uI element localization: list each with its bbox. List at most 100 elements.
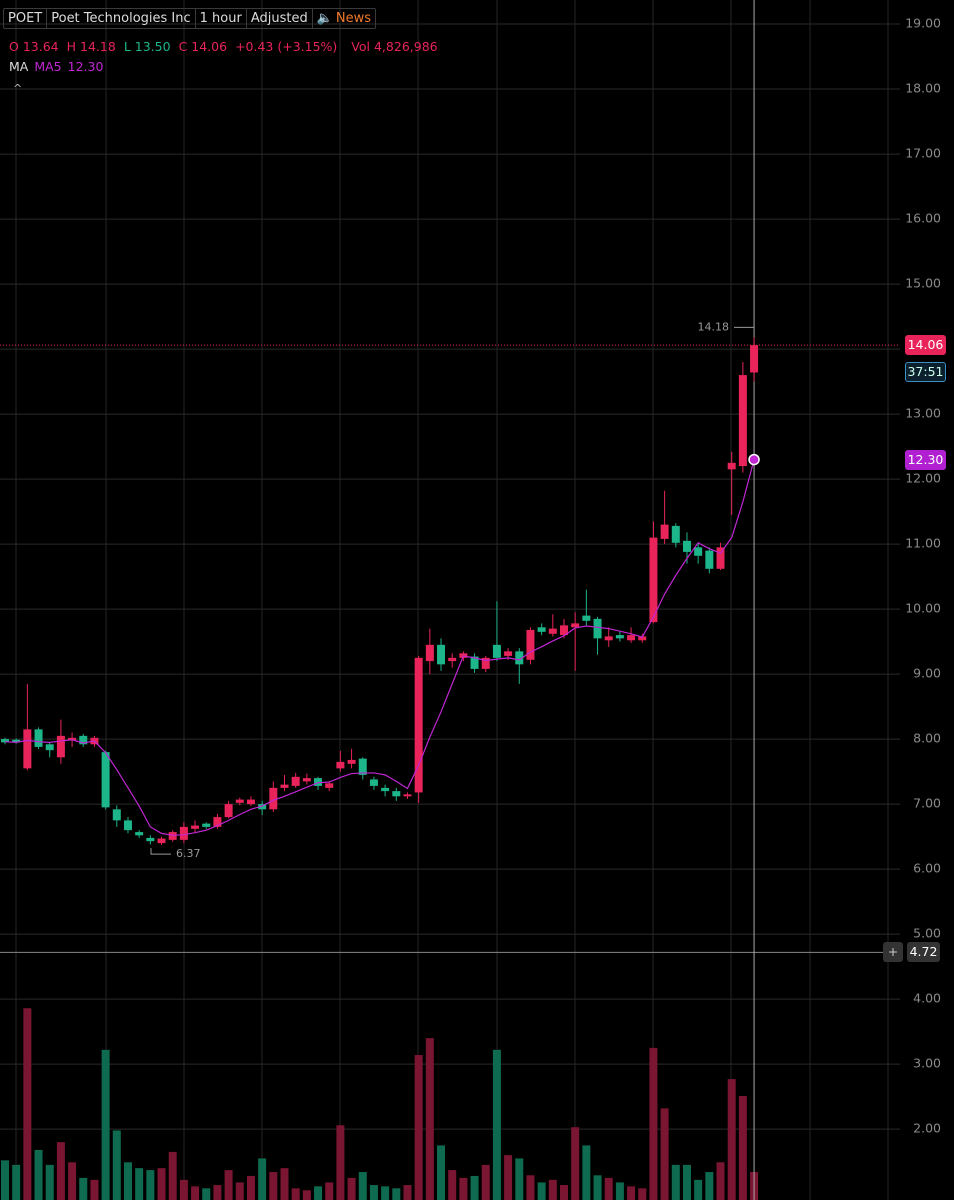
candle-body — [258, 804, 267, 810]
volume-bar — [694, 1179, 703, 1200]
volume-bar — [716, 1162, 725, 1200]
candle-body — [414, 657, 423, 793]
y-tick-label: 16.00 — [905, 211, 941, 226]
candle-body — [671, 525, 680, 543]
y-tick-label: 18.00 — [905, 81, 941, 96]
interval[interactable]: 1 hour — [196, 9, 247, 28]
volume-bar — [682, 1164, 691, 1200]
candle-body — [191, 825, 200, 829]
y-tick-label: 3.00 — [913, 1056, 941, 1071]
label: Vol — [351, 39, 370, 54]
candle-body — [604, 636, 613, 641]
candle-body — [101, 752, 110, 808]
candle-body — [638, 636, 647, 641]
y-tick-label: 2.00 — [913, 1121, 941, 1136]
volume-bar — [302, 1190, 311, 1200]
indicator[interactable]: MA — [9, 59, 29, 74]
candle-body — [280, 784, 289, 788]
candle-body — [146, 837, 155, 842]
candle-body — [68, 737, 77, 741]
volume-bar — [593, 1175, 602, 1200]
candle-body — [224, 804, 233, 818]
volume-bar — [604, 1177, 613, 1200]
candle-body — [302, 778, 311, 782]
ma-value: 12.30 — [67, 59, 104, 74]
toolbar: POET Poet Technologies Inc 1 hour Adjust… — [3, 8, 377, 29]
candle-body — [168, 832, 177, 840]
candle-body — [369, 779, 378, 786]
change: +0.43 (+3.15%) — [235, 39, 338, 54]
volume-bar — [738, 1095, 747, 1200]
candle-body — [615, 635, 624, 639]
volume-bar — [68, 1162, 77, 1200]
candle-body — [492, 644, 501, 658]
candle-body — [481, 657, 490, 669]
volume-bar — [548, 1179, 557, 1200]
volume-bar — [492, 1049, 501, 1200]
volume-bar — [291, 1188, 300, 1200]
volume-bar — [347, 1177, 356, 1200]
candle-body — [560, 625, 568, 636]
adjusted[interactable]: Adjusted — [247, 9, 313, 28]
news[interactable]: 🔈 News — [316, 11, 372, 26]
label: C — [178, 39, 188, 54]
volume-bar — [56, 1142, 65, 1200]
candle-body — [1, 739, 9, 743]
candle-body — [705, 550, 714, 569]
add-button[interactable]: + — [883, 942, 903, 963]
volume-bar — [336, 1125, 345, 1200]
volume-bar — [537, 1182, 546, 1200]
candle-body — [649, 537, 658, 623]
volume-bar — [381, 1186, 390, 1200]
candle-body — [470, 656, 479, 669]
y-tick-label: 17.00 — [905, 146, 941, 161]
volume-bar — [12, 1164, 21, 1200]
candle-body — [179, 826, 188, 840]
volume-bar — [369, 1185, 378, 1200]
volume-bar — [191, 1186, 200, 1200]
candle-body — [123, 820, 132, 831]
candle-body — [682, 540, 691, 552]
low-marker — [150, 848, 171, 855]
volume-bar — [392, 1188, 401, 1200]
candle-body — [750, 345, 759, 373]
y-tick-label: 7.00 — [913, 796, 941, 811]
candle-body — [358, 758, 367, 775]
y-tick-label: 10.00 — [905, 601, 941, 616]
candle-body — [392, 791, 401, 797]
volume-bar — [325, 1182, 334, 1200]
volume-bar — [425, 1038, 434, 1200]
candle-body — [34, 729, 43, 747]
volume-bar — [582, 1145, 591, 1200]
y-tick-label: 4.00 — [913, 991, 941, 1006]
indicator-info: MA MA5 12.30 — [9, 59, 103, 74]
candle-body — [246, 799, 255, 805]
ma-line — [4, 459, 755, 836]
news-label[interactable]: News — [335, 11, 372, 26]
label: H — [66, 39, 77, 54]
candle-body — [135, 832, 144, 836]
high-label: 14.18 — [698, 320, 730, 333]
volume-bar — [437, 1145, 446, 1200]
volume-bar — [448, 1170, 457, 1200]
candle-body — [582, 615, 591, 621]
y-tick-label: 9.00 — [913, 666, 941, 681]
volume-bar — [280, 1168, 289, 1200]
last-price-badge: 14.06 — [905, 335, 946, 356]
candle-body — [727, 462, 736, 470]
volume-bar — [157, 1168, 166, 1200]
candle-body — [425, 644, 434, 662]
y-tick-label: 13.00 — [905, 406, 941, 421]
volume-bar — [470, 1175, 479, 1200]
volume-bar — [202, 1188, 211, 1200]
symbol[interactable]: POET — [4, 9, 48, 28]
label: L — [123, 39, 131, 54]
volume-bar — [179, 1179, 188, 1200]
candle-body — [437, 644, 446, 665]
candle-body — [202, 823, 211, 827]
collapse-toggle[interactable]: ^ — [13, 82, 23, 95]
candle-body — [593, 618, 602, 639]
volume-bar — [671, 1164, 680, 1200]
crosshair-badge: 4.72 — [907, 942, 940, 963]
